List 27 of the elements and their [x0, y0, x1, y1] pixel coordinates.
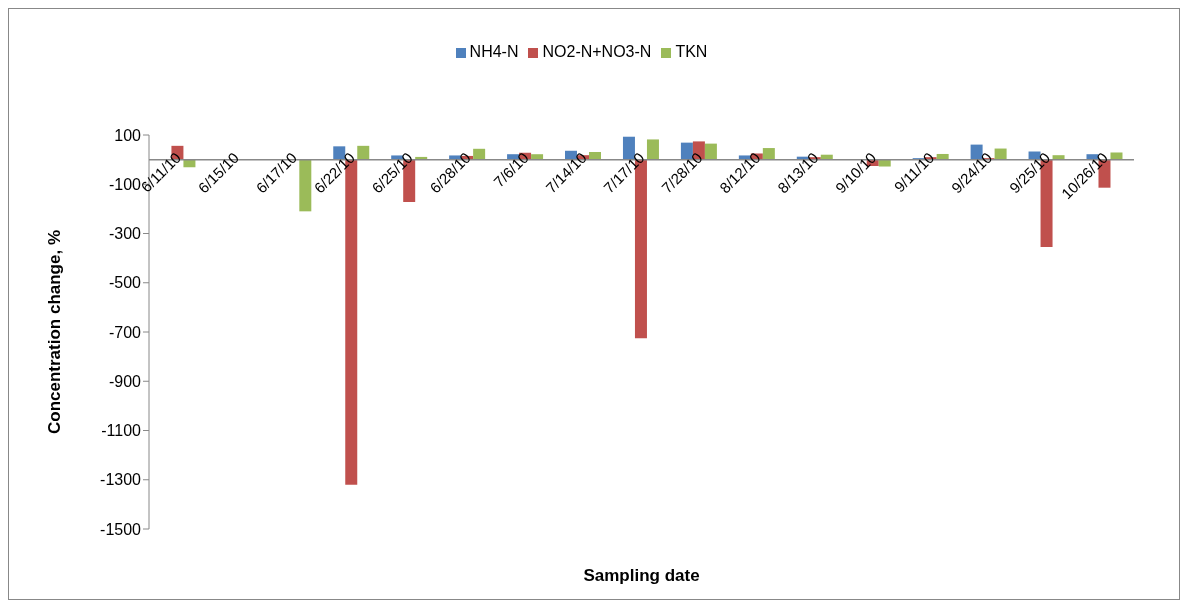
y-axis-title: Concentration change, %	[45, 229, 65, 435]
legend-label: NH4-N	[469, 43, 519, 60]
bar	[762, 148, 775, 160]
y-tick-label: -1100	[101, 422, 142, 440]
bar	[473, 148, 486, 160]
y-tick-label: 100	[114, 126, 142, 144]
bar	[531, 154, 544, 160]
y-tick-label: -1300	[100, 471, 142, 489]
y-tick-label: -700	[108, 323, 142, 341]
bar	[994, 148, 1007, 160]
bar	[1028, 151, 1041, 160]
y-tick-label: -500	[108, 274, 142, 292]
legend-label: TKN	[675, 43, 708, 60]
bar	[1110, 152, 1123, 160]
y-tick-label: -1500	[100, 520, 142, 538]
bar	[878, 159, 891, 167]
y-tick-label: -300	[108, 225, 142, 243]
bar	[183, 159, 196, 168]
bar	[704, 143, 717, 160]
bar	[589, 151, 602, 160]
y-tick-label: -100	[108, 175, 142, 193]
legend-label: NO2-N+NO3-N	[542, 43, 652, 60]
bar	[646, 139, 659, 160]
bar	[299, 159, 312, 212]
bar	[357, 145, 370, 160]
y-tick-label: -900	[108, 372, 142, 390]
x-axis-title: Sampling date	[583, 566, 700, 585]
